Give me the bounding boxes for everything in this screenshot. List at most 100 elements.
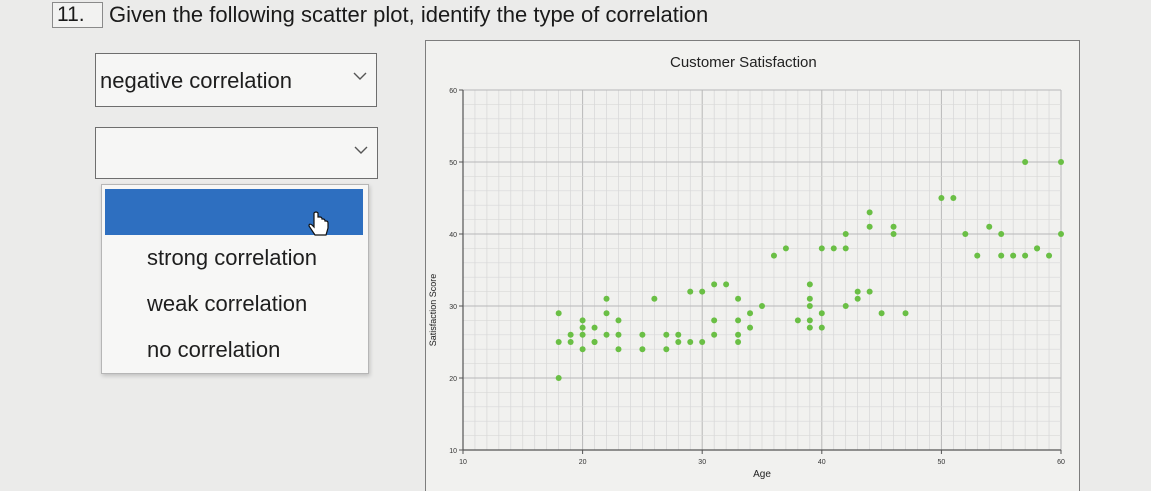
axes: 10 20 30 40 50 60 10 20 30 40 50 60 (449, 88, 1065, 466)
data-point (615, 317, 622, 324)
chart-frame (425, 40, 1080, 491)
data-point (1034, 245, 1041, 252)
scatter-plot: 10 20 30 40 50 60 10 20 30 40 50 60 Age Satisfactio… (428, 88, 1065, 480)
data-point (818, 245, 825, 252)
data-point (854, 288, 861, 295)
data-point (878, 310, 885, 317)
data-point (651, 295, 658, 302)
x-axis-label: Age (753, 469, 771, 480)
data-point (639, 331, 646, 338)
data-point (806, 281, 813, 288)
gridlines (462, 89, 1062, 451)
data-point (1046, 252, 1053, 259)
dropdown-option-strong[interactable]: strong correlation (147, 245, 317, 270)
data-point (818, 324, 825, 331)
y-tick-label: 40 (449, 232, 457, 239)
data-point (735, 331, 742, 338)
data-point (770, 252, 777, 259)
data-point (830, 245, 837, 252)
data-point (567, 331, 574, 338)
question-number: 11. (52, 2, 102, 28)
data-point (711, 331, 718, 338)
data-point (866, 209, 873, 216)
y-tick-label: 50 (449, 160, 457, 167)
x-tick-label: 40 (818, 459, 826, 466)
data-point (615, 331, 622, 338)
data-point (806, 303, 813, 309)
data-point (938, 195, 945, 201)
data-point (806, 317, 813, 324)
data-point (782, 245, 789, 252)
data-point (555, 375, 562, 381)
data-point (974, 252, 981, 259)
data-point (842, 231, 849, 237)
data-point (615, 346, 622, 353)
data-point (699, 288, 706, 295)
data-point (567, 339, 574, 345)
data-point (1058, 231, 1064, 237)
data-point (687, 339, 694, 345)
chart-title: Customer Satisfaction (670, 54, 817, 71)
hand-cursor-icon (308, 211, 329, 236)
data-point (866, 288, 873, 295)
data-point (675, 331, 682, 338)
data-point (1022, 252, 1029, 259)
data-point (998, 231, 1005, 237)
chevron-down-icon (353, 72, 367, 80)
data-point (986, 223, 993, 230)
data-point (663, 331, 670, 338)
dropdown-option-none[interactable]: no correlation (147, 337, 281, 362)
data-point (794, 317, 801, 324)
data-point (890, 231, 897, 237)
data-point (579, 346, 586, 353)
y-tick-label: 10 (449, 448, 457, 455)
y-tick-label: 30 (449, 304, 457, 311)
data-point (711, 281, 718, 288)
data-point (735, 339, 742, 345)
data-point (579, 324, 586, 331)
correlation-select-2[interactable] (95, 127, 378, 179)
x-tick-label: 60 (1057, 459, 1065, 466)
data-point (962, 231, 969, 237)
data-point (806, 295, 813, 302)
correlation-select-1[interactable]: negative correlation (95, 53, 377, 107)
data-point (555, 339, 562, 345)
data-point (579, 331, 586, 338)
data-point (1010, 252, 1017, 259)
data-point (591, 339, 598, 345)
x-tick-label: 30 (698, 459, 706, 466)
data-point (998, 252, 1005, 259)
data-point (675, 339, 682, 345)
dropdown-menu: strong correlation weak correlation no c… (101, 184, 369, 374)
data-point (866, 223, 873, 230)
x-tick-label: 20 (579, 459, 587, 466)
data-point (747, 324, 754, 331)
data-point (723, 281, 730, 288)
data-point (735, 295, 742, 302)
dropdown-option-weak[interactable]: weak correlation (147, 291, 308, 316)
x-tick-label: 50 (938, 459, 946, 466)
data-point (663, 346, 670, 353)
data-point (555, 310, 562, 317)
data-point (1022, 159, 1029, 165)
chevron-down-icon (354, 146, 368, 154)
data-point (579, 317, 586, 324)
data-point (591, 324, 598, 331)
data-point (699, 339, 706, 345)
y-tick-label: 60 (449, 88, 457, 95)
data-point (711, 317, 718, 324)
select-value: negative correlation (100, 68, 293, 93)
data-points (555, 159, 1064, 381)
data-point (854, 295, 861, 302)
data-point (806, 324, 813, 331)
y-axis-label: Satisfaction Score (428, 274, 438, 347)
data-point (842, 303, 849, 309)
data-point (603, 310, 610, 317)
data-point (902, 310, 909, 317)
data-point (735, 317, 742, 324)
data-point (818, 310, 825, 317)
y-tick-label: 20 (449, 376, 457, 383)
data-point (950, 195, 957, 201)
data-point (890, 223, 897, 230)
data-point (842, 245, 849, 252)
